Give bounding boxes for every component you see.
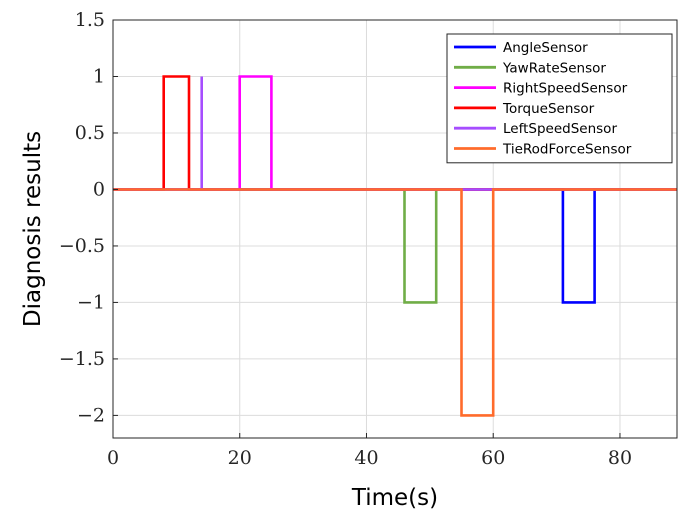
series-lines	[113, 75, 677, 417]
legend-box	[446, 33, 673, 164]
plot-frame	[112, 19, 678, 439]
y-tick-label: 0	[93, 178, 105, 200]
tick-labels: 0 20 40 60 80 1.5 1 0.5 0 −0.5 −1 −1.5 −2	[59, 9, 632, 469]
x-tick-label: 20	[228, 447, 252, 469]
legend: AngleSensor YawRateSensor RightSpeedSensor…	[446, 33, 673, 164]
series-line-tierodforcesensor	[113, 188, 677, 417]
x-axis-label: Time(s)	[351, 485, 438, 511]
x-tick-label: 80	[608, 447, 632, 469]
legend-entry: RightSpeedSensor	[503, 81, 628, 97]
legend-entry: AngleSensor	[503, 40, 588, 56]
y-axis-label: Diagnosis results	[20, 131, 46, 327]
y-tick-label: −1.5	[59, 348, 105, 370]
y-tick-label: −0.5	[59, 235, 105, 257]
x-tick-label: 60	[481, 447, 505, 469]
legend-entry: TorqueSensor	[502, 101, 595, 117]
x-tick-label: 40	[354, 447, 378, 469]
y-tick-label: 0.5	[75, 122, 105, 144]
x-tick-label: 0	[107, 447, 119, 469]
legend-entry: LeftSpeedSensor	[503, 121, 617, 137]
y-tick-label: 1	[93, 65, 105, 87]
legend-entry: TieRodForceSensor	[502, 142, 632, 158]
legend-entry: YawRateSensor	[502, 60, 606, 76]
y-tick-label: −1	[77, 291, 105, 313]
y-tick-label: −2	[77, 404, 105, 426]
y-tick-label: 1.5	[75, 9, 105, 31]
